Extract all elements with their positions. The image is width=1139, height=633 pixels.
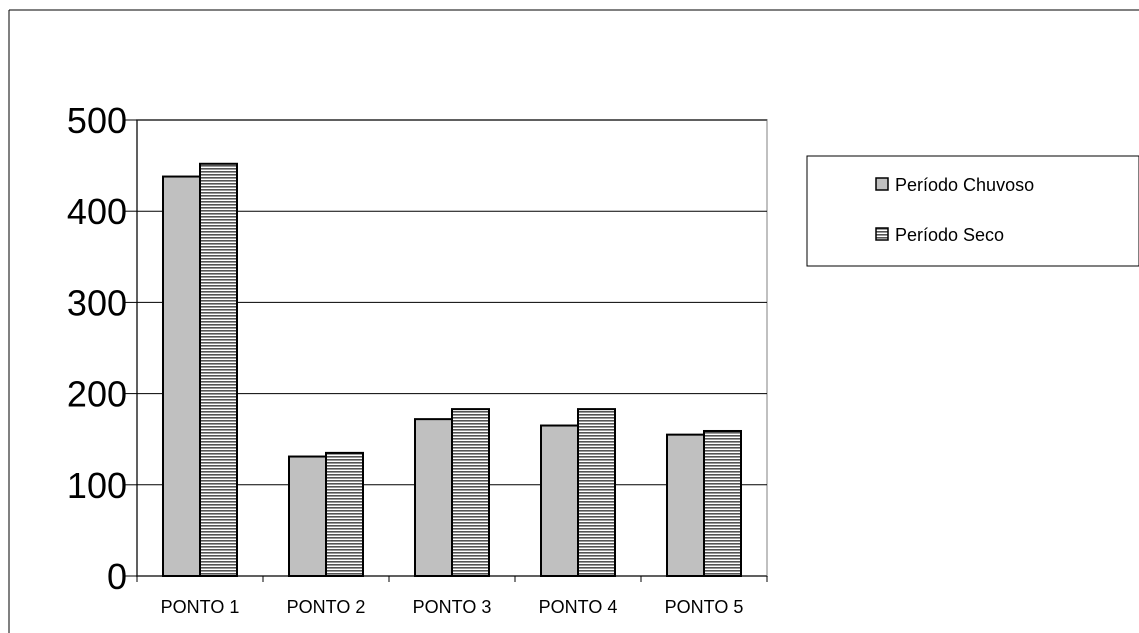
legend-label-chuvoso: Período Chuvoso	[895, 175, 1034, 195]
legend-swatch-seco	[875, 227, 889, 241]
y-tick-label: 0	[107, 556, 127, 597]
bar-seco	[703, 429, 742, 577]
x-tick-label: PONTO 5	[665, 597, 744, 617]
bar-seco	[451, 408, 490, 577]
bar-chuvoso	[162, 175, 201, 577]
bar-chuvoso	[414, 418, 453, 577]
x-tick-label: PONTO 3	[413, 597, 492, 617]
legend-label-seco: Período Seco	[895, 225, 1004, 245]
y-ticks: 0 100 200 300 400 500	[67, 100, 137, 597]
bar-chuvoso	[540, 424, 579, 577]
y-tick-label: 300	[67, 282, 127, 323]
bar-seco	[577, 408, 616, 577]
bar-chuvoso	[288, 455, 327, 578]
x-ticks: PONTO 1 PONTO 2 PONTO 3 PONTO 4 PONTO 5	[136, 576, 768, 617]
y-tick-label: 200	[67, 374, 127, 415]
y-tick-label: 400	[67, 191, 127, 232]
gridlines	[137, 119, 767, 486]
x-tick-label: PONTO 4	[539, 597, 618, 617]
bars	[162, 162, 742, 578]
y-tick-label: 100	[67, 465, 127, 506]
bar-seco	[199, 162, 238, 577]
x-tick-label: PONTO 1	[161, 597, 240, 617]
x-tick-label: PONTO 2	[287, 597, 366, 617]
legend-box	[806, 155, 1139, 267]
bar-seco	[325, 451, 364, 578]
legend: Período Chuvoso Período Seco	[806, 155, 1139, 267]
bar-chuvoso	[666, 433, 705, 578]
y-tick-label: 500	[67, 100, 127, 141]
legend-swatch-chuvoso	[875, 177, 889, 191]
